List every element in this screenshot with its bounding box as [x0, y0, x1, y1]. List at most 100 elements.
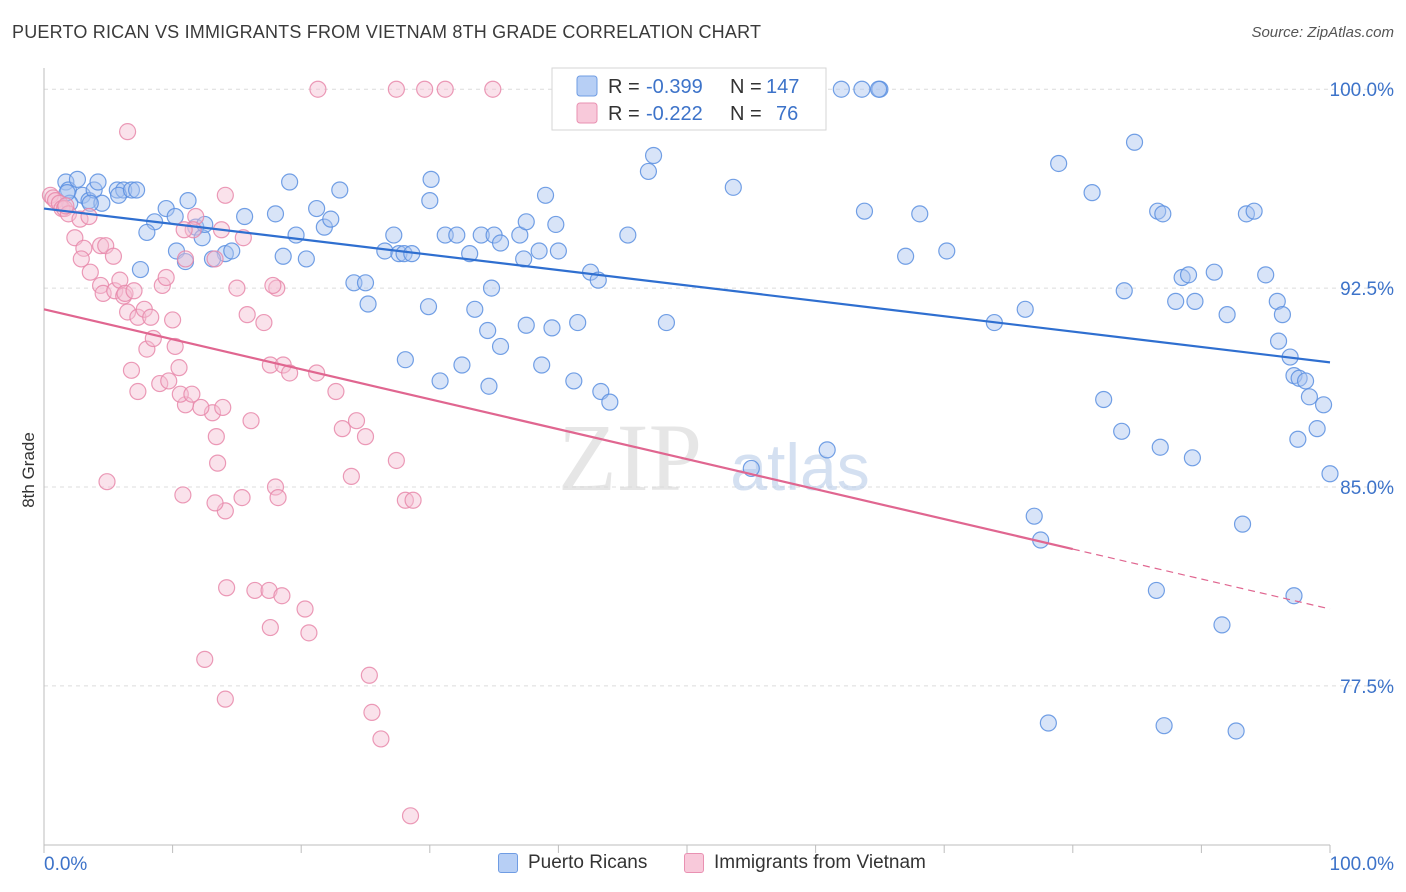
y-tick-label: 85.0%	[1340, 478, 1394, 499]
data-point	[322, 210, 340, 228]
data-point	[287, 226, 305, 244]
data-point	[209, 454, 227, 472]
data-point	[255, 313, 273, 332]
data-point	[401, 807, 420, 825]
data-point	[1245, 202, 1263, 220]
data-point	[347, 412, 366, 430]
data-point	[68, 170, 87, 188]
y-tick-labels: 100.0% 92.5% 85.0% 77.5%	[1330, 80, 1395, 698]
legend-r-value-1: -0.399	[646, 76, 703, 98]
data-point	[1273, 306, 1292, 324]
data-point	[1113, 422, 1131, 440]
data-point	[453, 356, 471, 374]
data-point	[142, 308, 160, 326]
data-point	[1039, 714, 1057, 732]
data-point	[138, 223, 156, 242]
data-point	[547, 215, 565, 234]
data-point	[938, 242, 956, 260]
data-point	[266, 478, 285, 496]
data-point	[238, 306, 256, 324]
data-point	[109, 186, 128, 204]
data-point	[129, 382, 147, 401]
data-point	[308, 199, 326, 218]
data-point	[472, 226, 490, 244]
trend-line-puerto-ricans	[43, 207, 1331, 364]
data-point	[549, 242, 568, 260]
data-point	[125, 282, 143, 300]
data-point	[296, 600, 314, 618]
legend-item-puerto-ricans[interactable]: Puerto Ricans	[498, 852, 647, 874]
data-point	[138, 340, 156, 358]
data-point	[1154, 205, 1172, 223]
legend-r-value-2: -0.222	[646, 103, 703, 125]
legend-label: Immigrants from Vietnam	[714, 852, 926, 873]
data-point	[897, 247, 915, 265]
data-point	[1269, 332, 1288, 350]
data-point	[122, 361, 141, 379]
data-point	[1025, 507, 1043, 525]
legend-n-value-2: 76	[776, 103, 798, 125]
trend-line-extension	[1072, 548, 1331, 610]
data-point	[266, 205, 285, 223]
data-point	[1125, 133, 1144, 151]
data-point	[1205, 263, 1223, 281]
data-point	[1083, 184, 1101, 202]
data-point	[157, 268, 175, 287]
data-point	[75, 239, 93, 257]
data-point	[111, 271, 129, 289]
data-point	[1268, 292, 1286, 310]
data-point	[269, 489, 287, 507]
legend-r-label-1: R =	[608, 76, 640, 98]
legend-n-label-1: N =	[730, 76, 762, 98]
data-point	[228, 279, 246, 297]
data-point	[236, 207, 254, 226]
data-point	[80, 207, 98, 226]
data-point	[98, 473, 116, 491]
data-point	[1050, 154, 1068, 173]
data-point	[309, 80, 327, 98]
data-point	[274, 247, 292, 265]
data-point	[1147, 581, 1165, 600]
data-point	[72, 250, 90, 268]
data-point	[422, 170, 440, 188]
data-point	[273, 587, 291, 605]
data-point	[1095, 390, 1113, 409]
data-point	[1296, 372, 1315, 390]
legend-item-vietnam[interactable]: Immigrants from Vietnam	[684, 852, 926, 874]
data-point	[480, 377, 498, 395]
data-point	[491, 337, 510, 356]
legend-n-value-1: 147	[766, 76, 799, 98]
data-point	[160, 372, 178, 390]
data-point	[331, 181, 349, 199]
legend-swatch-vietnam	[576, 102, 598, 124]
data-point	[127, 181, 146, 199]
legend-r-label-2: R =	[608, 103, 640, 125]
data-point	[416, 80, 434, 98]
data-point	[644, 146, 663, 165]
data-point	[216, 186, 234, 204]
data-point	[233, 489, 251, 507]
data-point	[1183, 449, 1201, 467]
data-point	[89, 173, 107, 191]
data-point	[387, 80, 405, 98]
data-point	[1218, 306, 1236, 324]
y-tick-label: 77.5%	[1340, 677, 1394, 698]
data-point	[281, 173, 299, 191]
legend-label: Puerto Ricans	[528, 852, 648, 873]
data-point	[261, 618, 279, 637]
data-point	[81, 263, 99, 281]
data-point	[431, 372, 449, 390]
data-point	[1151, 438, 1169, 456]
data-point	[461, 245, 479, 263]
data-point	[206, 494, 224, 512]
data-point	[166, 337, 184, 356]
data-point	[356, 428, 375, 446]
data-point	[85, 181, 103, 199]
data-point	[242, 412, 260, 430]
trend-line-vietnam	[43, 308, 1074, 551]
data-point	[281, 364, 299, 382]
data-point	[639, 162, 658, 181]
x-tick-label-left: 0.0%	[44, 854, 87, 875]
data-point	[1186, 292, 1204, 310]
